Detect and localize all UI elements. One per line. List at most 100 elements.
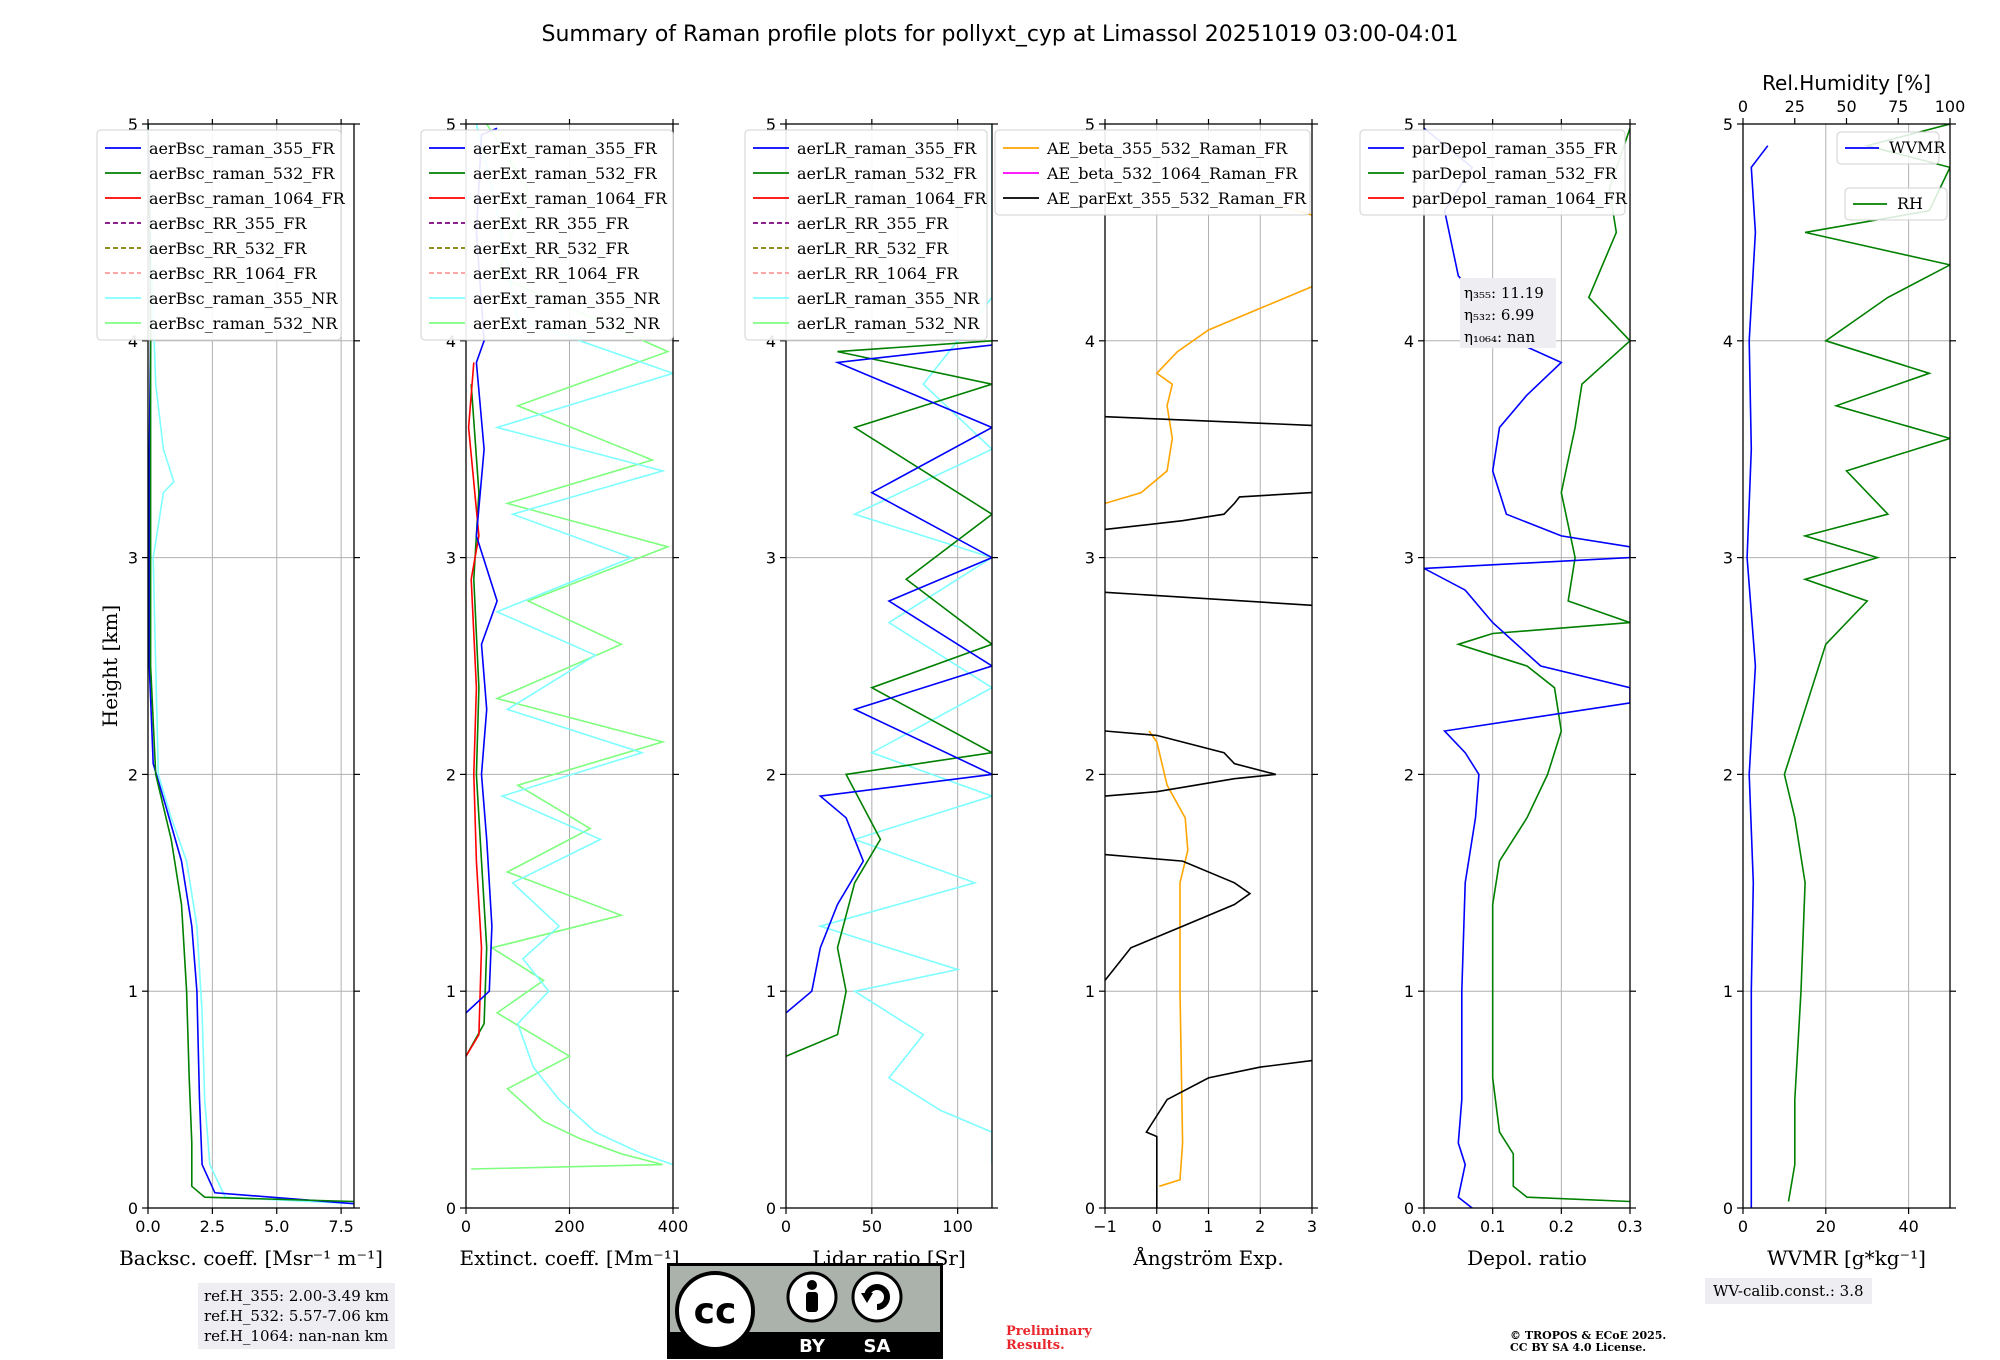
y-tick-label: 2 [1723, 765, 1733, 784]
x2-tick-label: 75 [1888, 97, 1908, 116]
x2-tick-label: 25 [1785, 97, 1805, 116]
y-tick-label: 3 [1085, 549, 1095, 568]
sa-arrow-head [861, 1293, 873, 1303]
legend-label: aerBsc_RR_532_FR [149, 239, 307, 258]
legend-box [420, 129, 674, 341]
y-tick-label: 0 [1723, 1199, 1733, 1218]
legend-label: aerLR_RR_1064_FR [797, 264, 959, 283]
y-tick-label: 5 [1085, 115, 1095, 134]
series-AE_parExt_355_532_Raman_FR_2 [1105, 730, 1277, 797]
legend-label: AE_beta_355_532_Raman_FR [1046, 139, 1288, 158]
y-tick-label: 0 [128, 1199, 138, 1218]
y-tick-label: 4 [1085, 332, 1095, 351]
wv-calibration-box: WV-calib.const.: 3.8 [1705, 1278, 1872, 1304]
legend-label: aerExt_raman_355_NR [473, 289, 661, 308]
x-axis-label: Backsc. coeff. [Msr⁻¹ m⁻¹] [119, 1246, 383, 1270]
panel-1: 0.0 2.5 5.0 7.5 0 1 2 3 4 5 Backsc. coeff. [Msr⁻¹ … [96, 115, 383, 1270]
x-tick-label: 0.2 [1549, 1217, 1574, 1236]
series-RH [1783, 124, 1950, 1202]
eta-annotation-line: η₁₀₆₄: nan [1464, 328, 1535, 346]
legend-label: aerBsc_raman_355_FR [149, 139, 335, 158]
series-AE_parExt_355_532_Raman_FR_mid [1105, 853, 1252, 981]
x-axis-label: Ångström Exp. [1132, 1245, 1283, 1270]
legend-label: WVMR [1889, 138, 1946, 157]
y-tick-label: 2 [766, 765, 776, 784]
series-aerBsc_raman_532_FR [148, 124, 354, 1203]
series-AE_parExt_355_532_Raman_FR_3 [1105, 591, 1312, 607]
series-group [148, 124, 354, 1205]
y-tick-label: 5 [1404, 115, 1414, 134]
panel-5: 0.0 0.1 0.2 0.3 0 1 2 3 4 5 Depol. ratio parDepol_r… [1359, 115, 1643, 1270]
legend-label: aerLR_RR_355_FR [797, 214, 949, 233]
series-aerLR_raman_532_FR [786, 340, 992, 1057]
y-tick-label: 1 [766, 982, 776, 1001]
x-tick-label: 0.0 [1411, 1217, 1436, 1236]
axes-frame [1423, 123, 1631, 1209]
legend-label: aerExt_raman_532_FR [473, 164, 658, 183]
legend-label: aerExt_raman_1064_FR [473, 189, 668, 208]
axes-frame [785, 123, 993, 1209]
panel-6: 0 20 40 0 1 2 3 4 5 WVMR [g*kg⁻¹] 0 25 50 75 100Rel.Hu… [1723, 71, 1965, 1270]
x-tick-label: 3 [1307, 1217, 1317, 1236]
panel-2: 0 200 400 0 1 2 3 4 5 Extinct. coeff. [Mm⁻¹] aerEx… [420, 115, 688, 1270]
legend-label: aerBsc_raman_532_FR [149, 164, 335, 183]
y-tick-label: 2 [446, 765, 456, 784]
sa-share-icon [851, 1271, 903, 1323]
x-tick-label: 0 [1152, 1217, 1162, 1236]
legend-label: AE_parExt_355_532_Raman_FR [1046, 189, 1307, 208]
eta-annotation-box [1460, 278, 1556, 348]
series-AE_parExt_355_532_Raman_FR_5 [1105, 415, 1312, 427]
legend-box [994, 129, 1311, 216]
legend-box [1844, 187, 1948, 221]
x2-tick-label: 50 [1836, 97, 1856, 116]
y-tick-label: 2 [1085, 765, 1095, 784]
y-tick-label: 1 [1723, 982, 1733, 1001]
x-tick-label: 1 [1203, 1217, 1213, 1236]
x2-tick-label: 100 [1935, 97, 1966, 116]
legend-label: aerLR_raman_532_FR [797, 164, 977, 183]
legend-label: aerLR_raman_532_NR [797, 314, 980, 333]
cc-logo-icon [675, 1271, 755, 1351]
series-parDepol_raman_532_FR [1455, 128, 1630, 1203]
ref-height-1064: ref.H_1064: nan-nan km [204, 1327, 389, 1345]
x-tick-label: 2.5 [200, 1217, 225, 1236]
ref-height-355: ref.H_355: 2.00-3.49 km [204, 1287, 389, 1305]
y-tick-label: 4 [128, 332, 138, 351]
x-axis-label: Extinct. coeff. [Mm⁻¹] [459, 1246, 679, 1270]
x-axis-label: WVMR [g*kg⁻¹] [1767, 1246, 1926, 1270]
series-aerExt_raman_355_NR [475, 124, 673, 1166]
y-tick-label: 1 [446, 982, 456, 1001]
x-tick-label: 0 [461, 1217, 471, 1236]
x-tick-label: 0 [781, 1217, 791, 1236]
y-tick-label: 0 [446, 1199, 456, 1218]
x-tick-label: 2 [1255, 1217, 1265, 1236]
y-tick-label: 5 [1723, 115, 1733, 134]
y-tick-label: 4 [766, 332, 776, 351]
y-axis-label: Height [km] [98, 605, 122, 727]
series-AE_parExt_355_532_Raman_FR [1145, 1059, 1312, 1208]
legend-box [96, 129, 342, 341]
legend: AE_beta_355_532_Raman_FR AE_beta_532_1064… [994, 129, 1311, 216]
y-tick-label: 2 [128, 765, 138, 784]
cc-sa-label: SA [864, 1336, 891, 1357]
x-tick-label: 20 [1816, 1217, 1836, 1236]
legend-label: aerExt_raman_532_NR [473, 314, 661, 333]
y-tick-label: 0 [766, 1199, 776, 1218]
cc-license-badge: cc BY SA [667, 1263, 943, 1359]
legend-label: aerBsc_raman_355_NR [149, 289, 338, 308]
series-group [786, 124, 992, 1165]
y-tick-label: 4 [1723, 332, 1733, 351]
cc-by-label: BY [799, 1336, 826, 1357]
copyright-line-1: © TROPOS & ECoE 2025. [1510, 1329, 1667, 1342]
legend-label: parDepol_raman_355_FR [1412, 139, 1618, 158]
series-aerExt_raman_532_FR [466, 384, 488, 1057]
figure-title: Summary of Raman profile plots for polly… [541, 22, 1459, 47]
legend: parDepol_raman_355_FR parDepol_raman_532_… [1359, 129, 1628, 348]
y-tick-label: 3 [128, 549, 138, 568]
legend-label: aerBsc_raman_1064_FR [149, 189, 346, 208]
x-tick-label: −1 [1093, 1217, 1117, 1236]
x-tick-label: 0.0 [135, 1217, 160, 1236]
series-WVMR [1746, 145, 1769, 1208]
axes-frame [1742, 123, 1951, 1209]
